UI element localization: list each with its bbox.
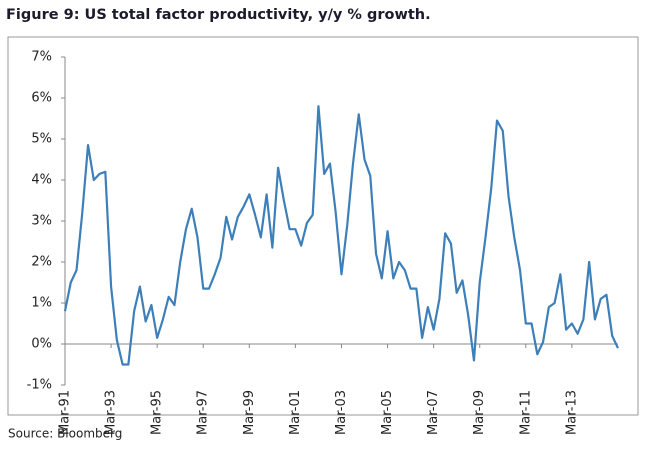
data-line bbox=[63, 105, 619, 366]
y-tick-label: 4% bbox=[31, 173, 52, 188]
y-tick-label: 5% bbox=[31, 132, 52, 147]
x-tick-label: Mar-11 bbox=[518, 390, 533, 435]
x-tick-label: Mar-91 bbox=[58, 390, 73, 435]
x-tick-label: Mar-99 bbox=[242, 390, 257, 435]
x-tick-label: Mar-01 bbox=[288, 390, 303, 435]
y-tick-label: 6% bbox=[31, 91, 52, 106]
y-tick-label: 0% bbox=[31, 337, 52, 352]
x-tick-label: Mar-93 bbox=[104, 390, 119, 435]
y-tick-label: 2% bbox=[31, 255, 52, 270]
y-tick-label: 1% bbox=[31, 296, 52, 311]
source-note: Source: Bloomberg bbox=[8, 427, 122, 441]
y-tick-label: -1% bbox=[27, 378, 52, 393]
y-tick-label: 3% bbox=[31, 214, 52, 229]
y-tick-label: 7% bbox=[31, 50, 52, 65]
x-tick-label: Mar-07 bbox=[426, 390, 441, 435]
x-tick-label: Mar-03 bbox=[334, 390, 349, 435]
x-tick-label: Mar-97 bbox=[196, 390, 211, 435]
x-tick-label: Mar-13 bbox=[564, 390, 579, 435]
x-tick-label: Mar-05 bbox=[380, 390, 395, 435]
chart-title: Figure 9: US total factor productivity, … bbox=[6, 7, 431, 23]
x-tick-label: Mar-09 bbox=[472, 390, 487, 435]
x-tick-label: Mar-95 bbox=[150, 390, 165, 435]
chart-frame bbox=[7, 36, 639, 416]
